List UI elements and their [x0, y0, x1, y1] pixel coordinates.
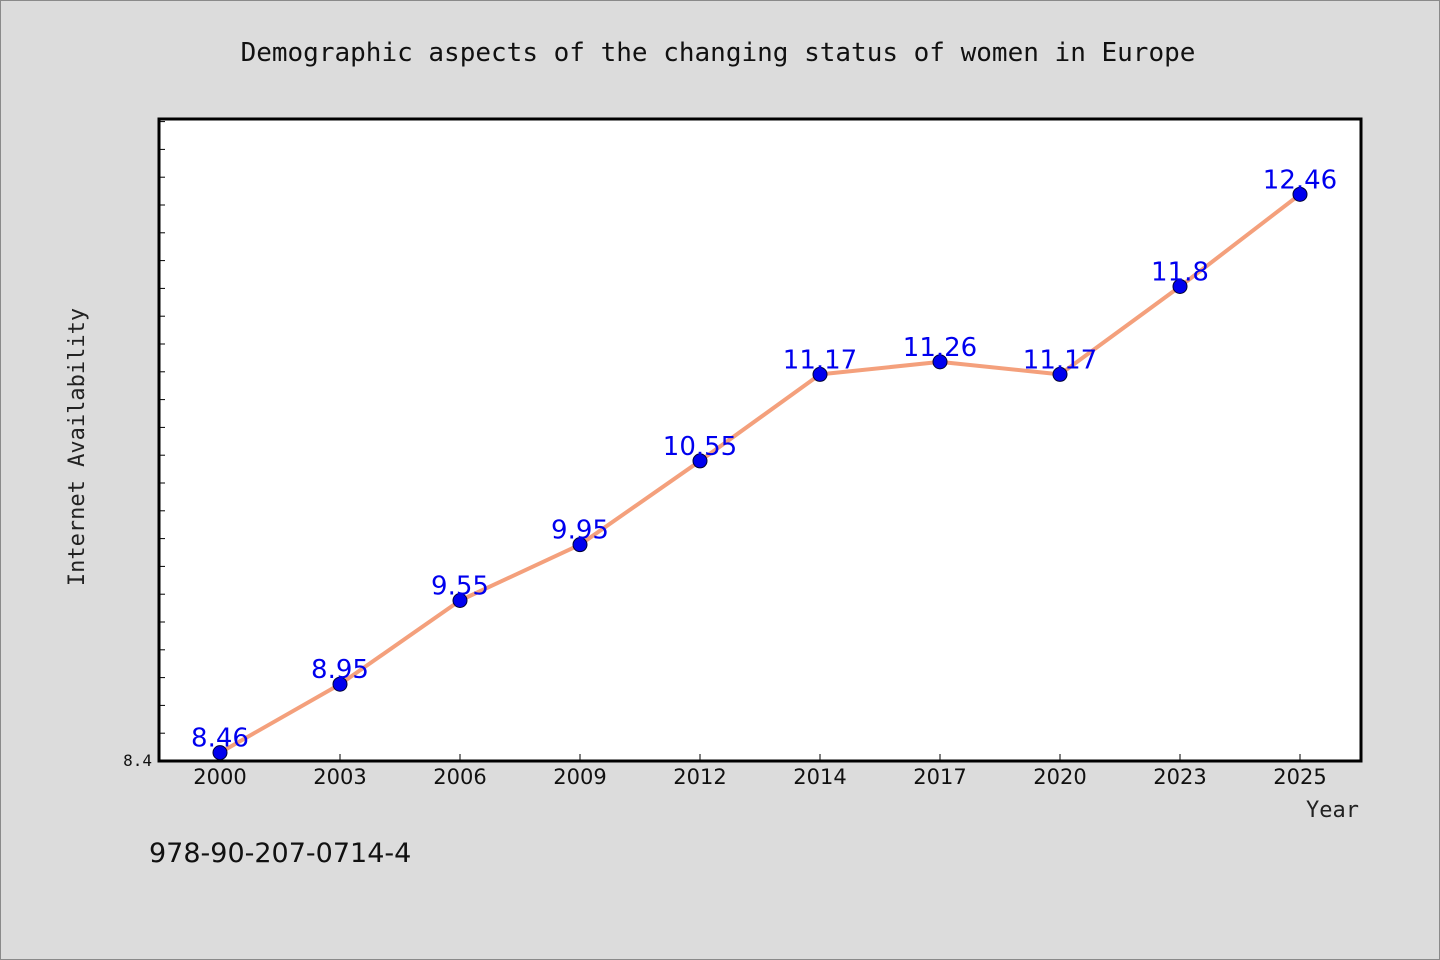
data-point — [332, 676, 348, 692]
x-tick-label: 2025 — [1273, 765, 1326, 789]
data-point — [1292, 186, 1308, 202]
x-tick-label: 2006 — [433, 765, 486, 789]
x-tick-label: 2020 — [1033, 765, 1086, 789]
chart-title: Demographic aspects of the changing stat… — [241, 38, 1196, 68]
data-point — [932, 354, 948, 370]
data-label: 11.17 — [783, 345, 857, 375]
isbn-text: 978-90-207-0714-4 — [149, 838, 411, 869]
x-axis-label: Year — [1306, 798, 1359, 823]
x-tick-label: 2009 — [553, 765, 606, 789]
y-tick-label-min: 8.4 — [123, 751, 152, 770]
data-label: 10.55 — [663, 432, 737, 462]
data-point — [1172, 278, 1188, 294]
y-axis-label: Internet Availability — [65, 308, 90, 586]
data-label: 11.26 — [903, 333, 977, 363]
data-point — [1052, 366, 1068, 382]
data-label: 9.55 — [431, 572, 489, 602]
data-label: 8.46 — [191, 724, 249, 754]
data-label: 11.8 — [1151, 257, 1209, 287]
x-tick-label: 2003 — [313, 765, 366, 789]
data-point — [452, 593, 468, 608]
data-label: 11.17 — [1023, 345, 1097, 375]
data-label: 12.46 — [1263, 165, 1337, 195]
x-axis-tick-labels: 2000 2003 2006 2009 2012 2014 2017 2020 2023 2025 — [193, 765, 1326, 789]
x-tick-label: 2000 — [193, 765, 246, 789]
x-tick-label: 2014 — [793, 765, 846, 789]
x-tick-label: 2012 — [673, 765, 726, 789]
data-point — [572, 537, 588, 553]
series-line — [219, 192, 1302, 755]
data-point — [692, 453, 708, 469]
data-label: 8.95 — [311, 655, 369, 685]
series-internet-availability: 8.46 8.95 9.55 9.95 10.55 11.17 11.26 11.17 11.8… — [191, 165, 1337, 761]
data-point — [812, 366, 828, 382]
y-axis-ticks — [159, 121, 165, 762]
x-tick-label: 2017 — [913, 765, 966, 789]
x-tick-label: 2023 — [1153, 765, 1206, 789]
data-label: 9.95 — [551, 516, 609, 546]
data-point — [212, 745, 228, 761]
plot-area — [157, 117, 1363, 763]
